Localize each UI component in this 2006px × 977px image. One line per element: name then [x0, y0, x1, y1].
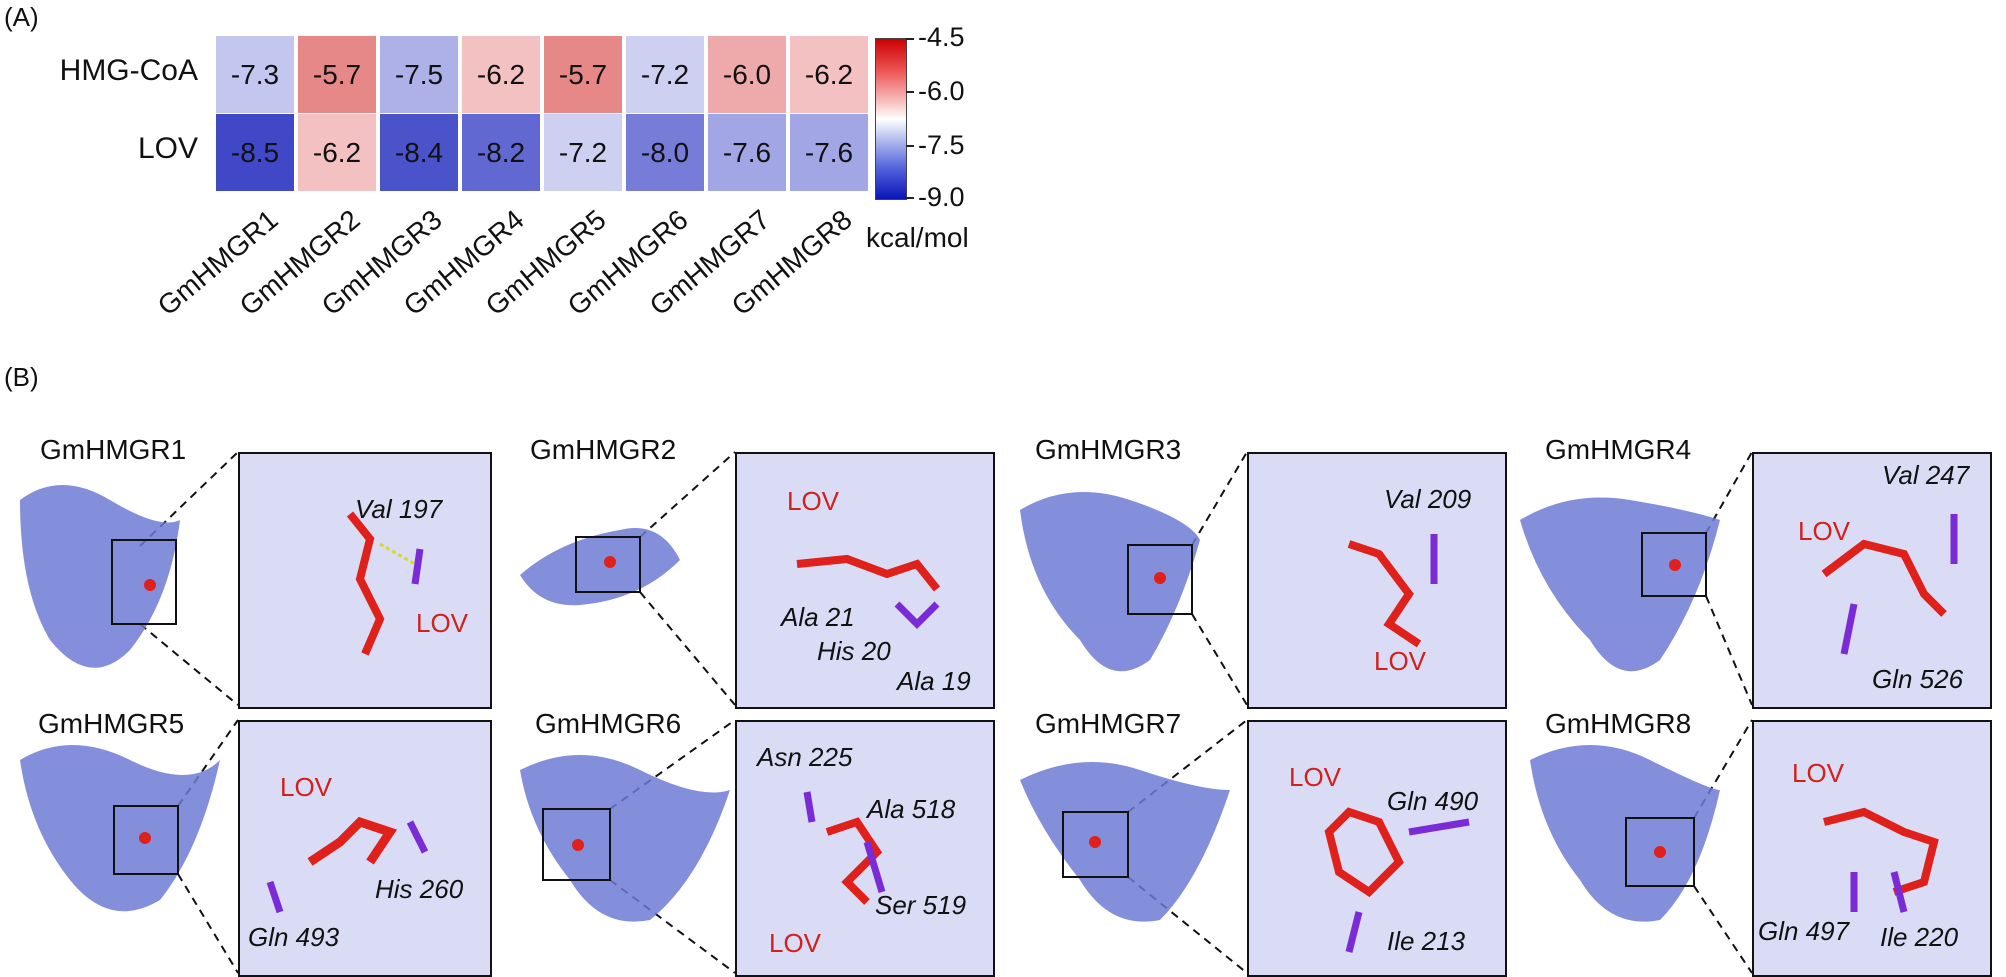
heatmap-cell: -5.7 [544, 36, 622, 113]
residue-label-1: Gln 497 [1758, 916, 1850, 946]
panel-a-label: (A) [4, 2, 39, 32]
heatmap-cell: -7.2 [544, 114, 622, 191]
structure-title-2: GmHMGR2 [530, 434, 677, 465]
binding-site-inset-5: LOV His 260 Gln 493 [238, 720, 492, 977]
binding-site-inset-4: Val 247 LOV Gln 526 [1752, 452, 1992, 709]
heatmap-cell: -6.2 [298, 114, 376, 191]
residue-label-2: Gln 493 [248, 922, 340, 952]
colorbar-tick-2: -6.0 [918, 76, 965, 106]
ligand-label: LOV [416, 608, 469, 638]
binding-site-inset-1: Val 197 LOV [238, 452, 492, 709]
heatmap-cell: -8.4 [380, 114, 458, 191]
heatmap-cell: -8.2 [462, 114, 540, 191]
heatmap-cell: -5.7 [298, 36, 376, 113]
residue-label-3: Ser 519 [875, 890, 967, 920]
residue-label-2: Ala 518 [867, 794, 956, 824]
structure-title-4: GmHMGR4 [1545, 434, 1692, 465]
residue-label-1: Val 247 [1882, 460, 1970, 490]
heatmap-cell: -6.2 [790, 36, 868, 113]
residue-label-1: Ala 21 [781, 602, 855, 632]
heatmap-cell: -7.5 [380, 36, 458, 113]
structure-title-7: GmHMGR7 [1035, 708, 1182, 739]
residue-label-1: His 260 [375, 874, 464, 904]
colorbar-unit: kcal/mol [866, 222, 969, 253]
ligand-label: LOV [769, 928, 822, 958]
heatmap-cell: -7.3 [216, 36, 294, 113]
row-label-lov: LOV [137, 132, 198, 165]
heatmap-cell: -8.0 [626, 114, 704, 191]
residue-label-2: Ile 213 [1387, 926, 1466, 956]
panel-b-label: (B) [4, 362, 39, 392]
row-label-hmg-coa: HMG-CoA [59, 54, 198, 87]
residue-label-2: Ile 220 [1880, 922, 1959, 952]
binding-site-inset-8: LOV Gln 497 Ile 220 [1752, 720, 1992, 977]
residue-label-3: Ala 19 [897, 666, 971, 696]
ligand-label: LOV [280, 772, 333, 802]
structure-title-8: GmHMGR8 [1545, 708, 1692, 739]
ligand-label: LOV [1374, 646, 1427, 676]
colorbar [875, 38, 907, 200]
heatmap-cell: -6.0 [708, 36, 786, 113]
residue-label-1: Asn 225 [757, 742, 853, 772]
residue-label-2: His 20 [817, 636, 891, 666]
residue-label: Val 197 [355, 494, 443, 524]
ligand-label: LOV [1798, 516, 1851, 546]
ligand-label: LOV [787, 486, 840, 516]
heatmap-cell: -8.5 [216, 114, 294, 191]
heatmap-cell: -7.2 [626, 36, 704, 113]
binding-site-inset-3: Val 209 LOV [1247, 452, 1507, 709]
structure-title-5: GmHMGR5 [38, 708, 185, 739]
structure-title-6: GmHMGR6 [535, 708, 682, 739]
binding-site-inset-2: LOV Ala 21 His 20 Ala 19 [735, 452, 995, 709]
ligand-label: LOV [1792, 758, 1845, 788]
heatmap-cell: -6.2 [462, 36, 540, 113]
colorbar-tick-3: -7.5 [918, 130, 965, 160]
binding-site-inset-7: LOV Gln 490 Ile 213 [1247, 720, 1507, 977]
heatmap-cell: -7.6 [790, 114, 868, 191]
colorbar-tick-4: -9.0 [918, 182, 965, 212]
structure-title-3: GmHMGR3 [1035, 434, 1182, 465]
ligand-label: LOV [1289, 762, 1342, 792]
colorbar-tick-1: -4.5 [918, 22, 965, 52]
binding-site-inset-6: Asn 225 Ala 518 Ser 519 LOV [735, 720, 995, 977]
residue-label-1: Gln 490 [1387, 786, 1479, 816]
residue-label: Val 209 [1384, 484, 1472, 514]
residue-label-2: Gln 526 [1872, 664, 1964, 694]
structure-title-1: GmHMGR1 [40, 434, 187, 465]
heatmap-cell: -7.6 [708, 114, 786, 191]
